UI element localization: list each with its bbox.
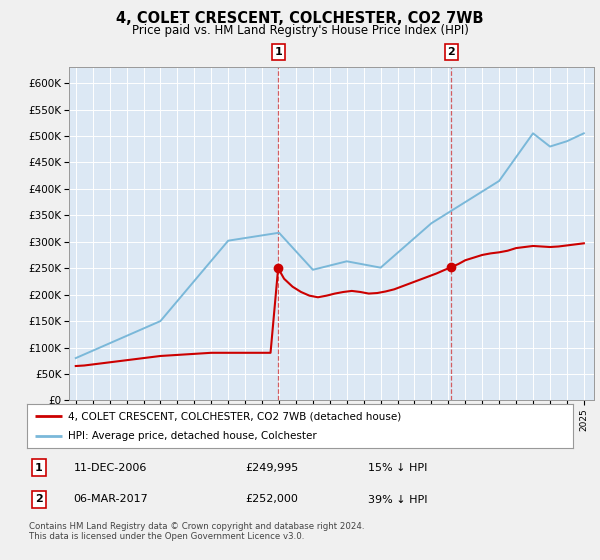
Text: Price paid vs. HM Land Registry's House Price Index (HPI): Price paid vs. HM Land Registry's House …	[131, 24, 469, 36]
Text: 1: 1	[274, 47, 282, 57]
Text: £252,000: £252,000	[245, 494, 298, 505]
Text: 4, COLET CRESCENT, COLCHESTER, CO2 7WB (detached house): 4, COLET CRESCENT, COLCHESTER, CO2 7WB (…	[68, 411, 401, 421]
Text: £249,995: £249,995	[245, 463, 299, 473]
Text: 1: 1	[35, 463, 43, 473]
Text: 39% ↓ HPI: 39% ↓ HPI	[368, 494, 428, 505]
Text: 06-MAR-2017: 06-MAR-2017	[73, 494, 148, 505]
Text: 2: 2	[448, 47, 455, 57]
Text: 11-DEC-2006: 11-DEC-2006	[73, 463, 147, 473]
Text: 15% ↓ HPI: 15% ↓ HPI	[368, 463, 428, 473]
Text: Contains HM Land Registry data © Crown copyright and database right 2024.
This d: Contains HM Land Registry data © Crown c…	[29, 522, 364, 542]
Text: HPI: Average price, detached house, Colchester: HPI: Average price, detached house, Colc…	[68, 431, 317, 441]
Text: 4, COLET CRESCENT, COLCHESTER, CO2 7WB: 4, COLET CRESCENT, COLCHESTER, CO2 7WB	[116, 11, 484, 26]
Text: 2: 2	[35, 494, 43, 505]
